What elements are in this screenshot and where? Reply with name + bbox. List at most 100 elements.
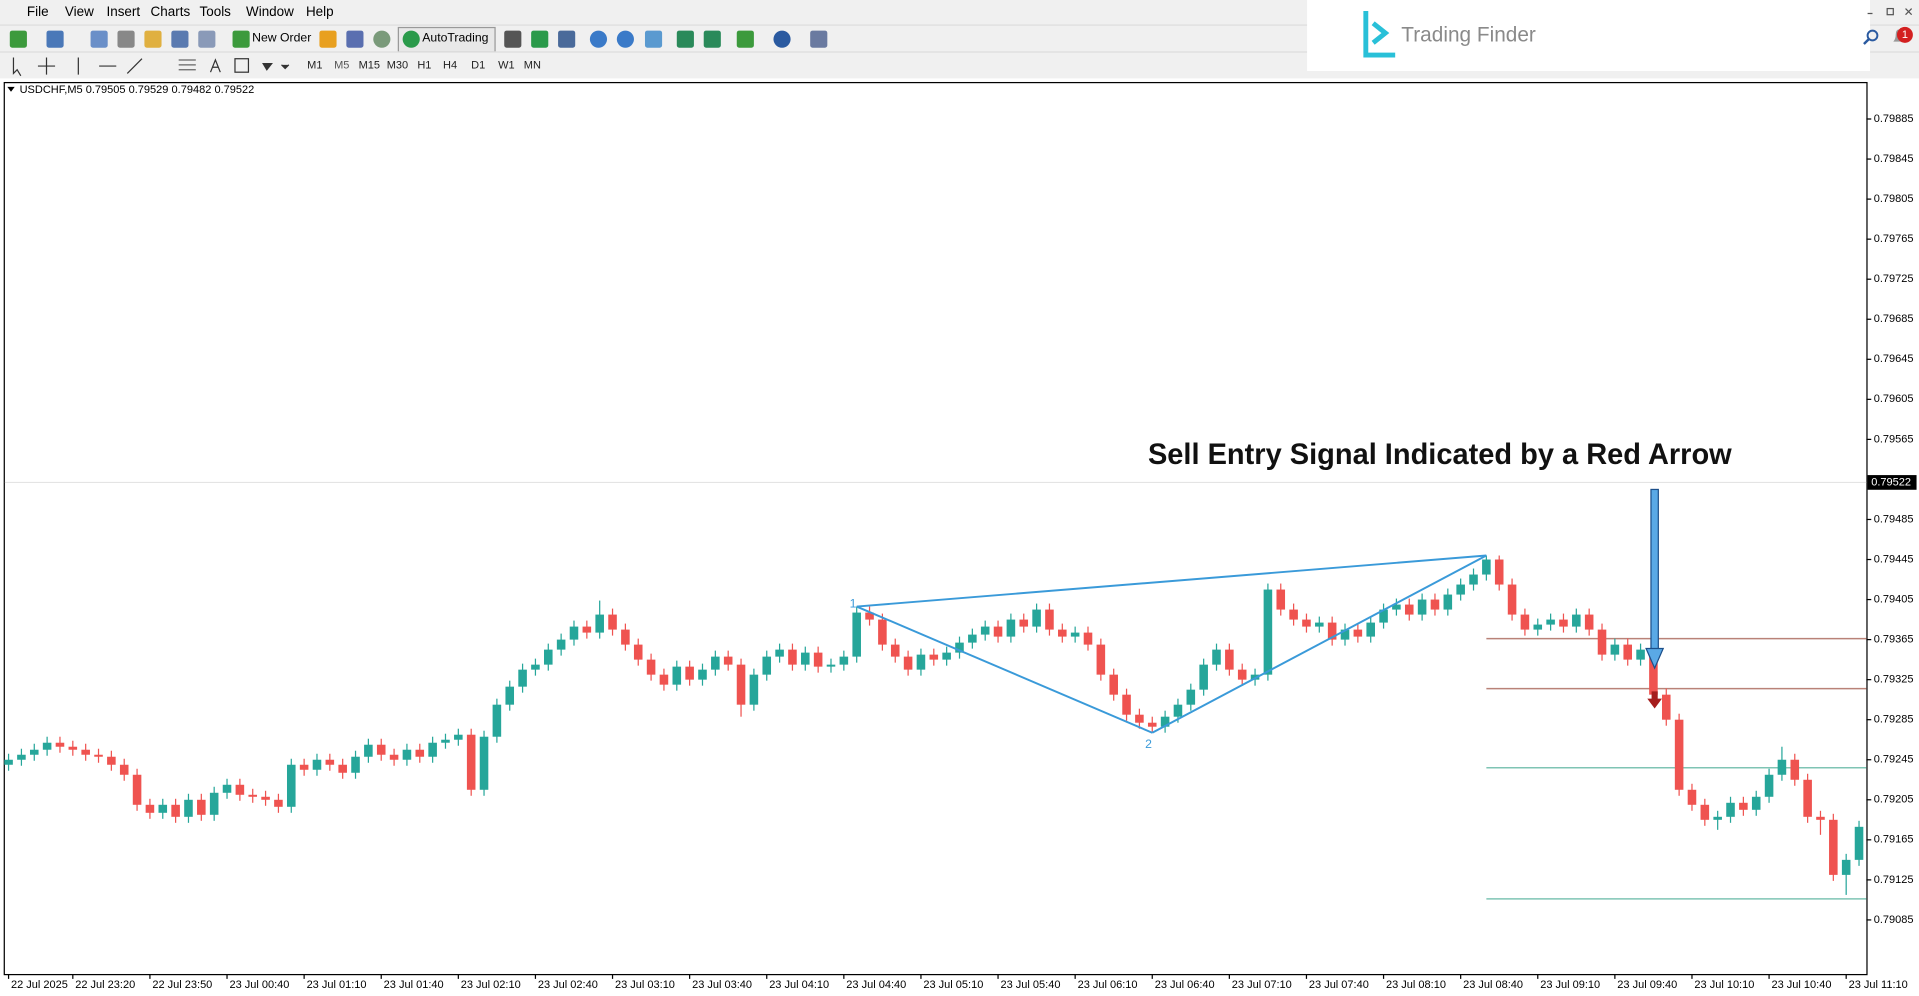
menu-item[interactable]: File — [26, 4, 49, 20]
candle-body — [518, 669, 527, 687]
zoom-in-button[interactable] — [589, 30, 608, 48]
candle-body — [338, 764, 347, 773]
fibonacci-tool[interactable] — [178, 59, 196, 71]
candle-body — [1006, 619, 1016, 637]
data-window-button[interactable] — [117, 30, 135, 48]
indicators-button[interactable] — [736, 30, 754, 48]
candle-body — [1315, 622, 1324, 627]
candle-body — [1160, 716, 1170, 727]
candle-body — [1546, 619, 1555, 625]
new-chart-button[interactable] — [9, 30, 27, 48]
timeframe-button[interactable]: H1 — [417, 58, 432, 71]
tile-button[interactable] — [644, 30, 663, 48]
shift-button[interactable] — [703, 30, 721, 48]
line-chart-button[interactable] — [558, 30, 576, 48]
menu-item[interactable]: Help — [305, 4, 334, 20]
menu-item[interactable]: Charts — [150, 4, 191, 20]
candle-body — [929, 654, 939, 660]
timeframe-button[interactable]: D1 — [471, 58, 486, 71]
cursor-tool[interactable] — [12, 57, 22, 77]
candle-body — [299, 764, 309, 770]
candle-body — [659, 674, 669, 685]
candle-body — [1700, 804, 1710, 820]
candle-body — [813, 652, 823, 667]
candle-body — [1379, 609, 1388, 623]
label-tool[interactable] — [234, 58, 250, 73]
candle-body — [878, 619, 887, 645]
navigator-button[interactable] — [144, 30, 162, 48]
timeframe-button[interactable]: W1 — [498, 58, 515, 71]
new-order-icon — [232, 30, 250, 48]
close-button[interactable] — [1905, 8, 1913, 16]
candle-body — [132, 774, 142, 805]
y-tick-label: 0.79765 — [1874, 233, 1914, 245]
menu-item[interactable]: Insert — [106, 4, 141, 20]
candle-body — [1340, 629, 1350, 640]
candle-chart-button[interactable] — [531, 30, 549, 48]
candle-body — [801, 652, 810, 665]
candle-body — [55, 742, 65, 747]
zoom-out-button[interactable] — [616, 30, 634, 48]
new-order-button[interactable]: New Order — [252, 31, 312, 46]
y-tick-label: 0.79325 — [1874, 674, 1914, 686]
templates-button[interactable] — [810, 30, 828, 48]
candle-body — [1610, 644, 1620, 655]
current-price-label: 0.79522 — [1871, 476, 1911, 488]
timeframe-button[interactable]: M5 — [334, 58, 350, 71]
timeframe-button[interactable]: MN — [523, 58, 541, 71]
x-tick-label: 22 Jul 23:20 — [75, 979, 135, 991]
zigzag-label: 1 — [850, 596, 857, 610]
market-button[interactable] — [373, 30, 391, 48]
candle-body — [158, 804, 168, 813]
candle-body — [454, 734, 463, 740]
timeframe-button[interactable]: M15 — [358, 58, 381, 71]
candle-body — [1058, 629, 1067, 637]
pointer-arrow-head — [1645, 647, 1665, 670]
notifications[interactable]: 1 — [1891, 26, 1915, 47]
restore-button[interactable] — [1886, 7, 1894, 16]
candle-body — [993, 626, 1003, 637]
candle-body — [1816, 816, 1825, 820]
auto-trading-button[interactable]: AutoTrading — [422, 31, 489, 46]
timeframe-button[interactable]: H4 — [443, 58, 458, 71]
crosshair-tool[interactable] — [37, 57, 56, 75]
candle-body — [1147, 722, 1157, 727]
menu-item[interactable]: Tools — [199, 4, 231, 20]
candle-body — [1739, 802, 1748, 810]
signals-button[interactable] — [346, 30, 364, 48]
terminal-button[interactable] — [171, 30, 189, 48]
market-watch-button[interactable] — [90, 30, 108, 48]
timeframe-button[interactable]: M30 — [386, 58, 409, 71]
zigzag-line — [1151, 554, 1487, 734]
meta-editor-button[interactable] — [319, 30, 337, 48]
candle-body — [274, 799, 283, 807]
candle-body — [1302, 619, 1311, 627]
candle-body — [1713, 816, 1722, 820]
profiles-button[interactable] — [46, 30, 64, 48]
candle-body — [1790, 759, 1800, 780]
menu-item[interactable]: View — [64, 4, 94, 20]
candle-body — [1533, 624, 1543, 630]
brand-name: Trading Finder — [1401, 23, 1536, 47]
candle-body — [505, 686, 515, 705]
timeframe-button[interactable]: M1 — [307, 58, 323, 71]
x-tick-label: 23 Jul 05:40 — [1000, 979, 1060, 991]
periods-button[interactable] — [773, 30, 791, 48]
text-tool[interactable] — [209, 58, 221, 73]
bar-chart-button[interactable] — [504, 30, 522, 48]
trendline-tool[interactable] — [126, 58, 143, 74]
candle-body — [325, 759, 335, 765]
candle-body — [1173, 704, 1183, 717]
menu-item[interactable]: Window — [245, 4, 294, 20]
scroll-button[interactable] — [676, 30, 694, 48]
x-tick-label: 22 Jul 2025 — [11, 979, 68, 991]
y-tick-label: 0.79885 — [1874, 113, 1914, 125]
candle-body — [788, 649, 797, 665]
search-icon[interactable] — [1860, 26, 1884, 50]
candle-body — [1199, 664, 1208, 690]
arrows-tool[interactable] — [262, 63, 290, 71]
tester-button[interactable] — [198, 30, 216, 48]
candle-body — [1443, 594, 1453, 610]
close-value: 0.79522 — [214, 83, 255, 96]
